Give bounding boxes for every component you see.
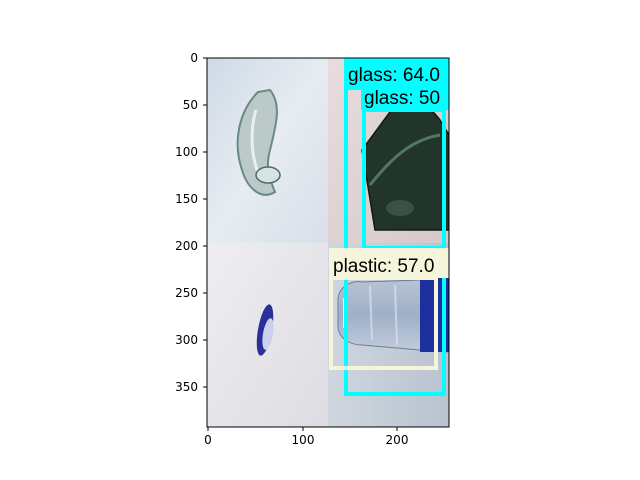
y-axis: 0 50 100 150 200 250 300 350	[175, 51, 207, 394]
detection-label-plastic-57: plastic: 57.0	[333, 256, 434, 277]
image-mosaic	[207, 58, 449, 427]
y-tick-150: 150	[175, 192, 198, 206]
y-tick-0: 0	[190, 51, 198, 65]
x-tick-200: 200	[386, 433, 409, 447]
y-tick-200: 200	[175, 239, 198, 253]
y-tick-250: 250	[175, 286, 198, 300]
axes-frame	[206, 57, 450, 428]
glass-shard-photo	[207, 58, 328, 243]
y-tick-350: 350	[175, 380, 198, 394]
blue-cap-photo	[207, 243, 328, 427]
x-tick-0: 0	[204, 433, 212, 447]
detection-box-plastic-57: plastic: 57.0	[329, 248, 449, 370]
x-tick-100: 100	[292, 433, 315, 447]
detection-label-glass-50: glass: 50	[364, 88, 440, 109]
y-tick-300: 300	[175, 333, 198, 347]
y-tick-100: 100	[175, 145, 198, 159]
detection-label-glass-64: glass: 64.0	[348, 65, 440, 86]
detection-box-glass-50: glass: 50	[361, 83, 449, 250]
x-axis: 0 100 200	[204, 427, 408, 447]
y-tick-50: 50	[183, 98, 198, 112]
